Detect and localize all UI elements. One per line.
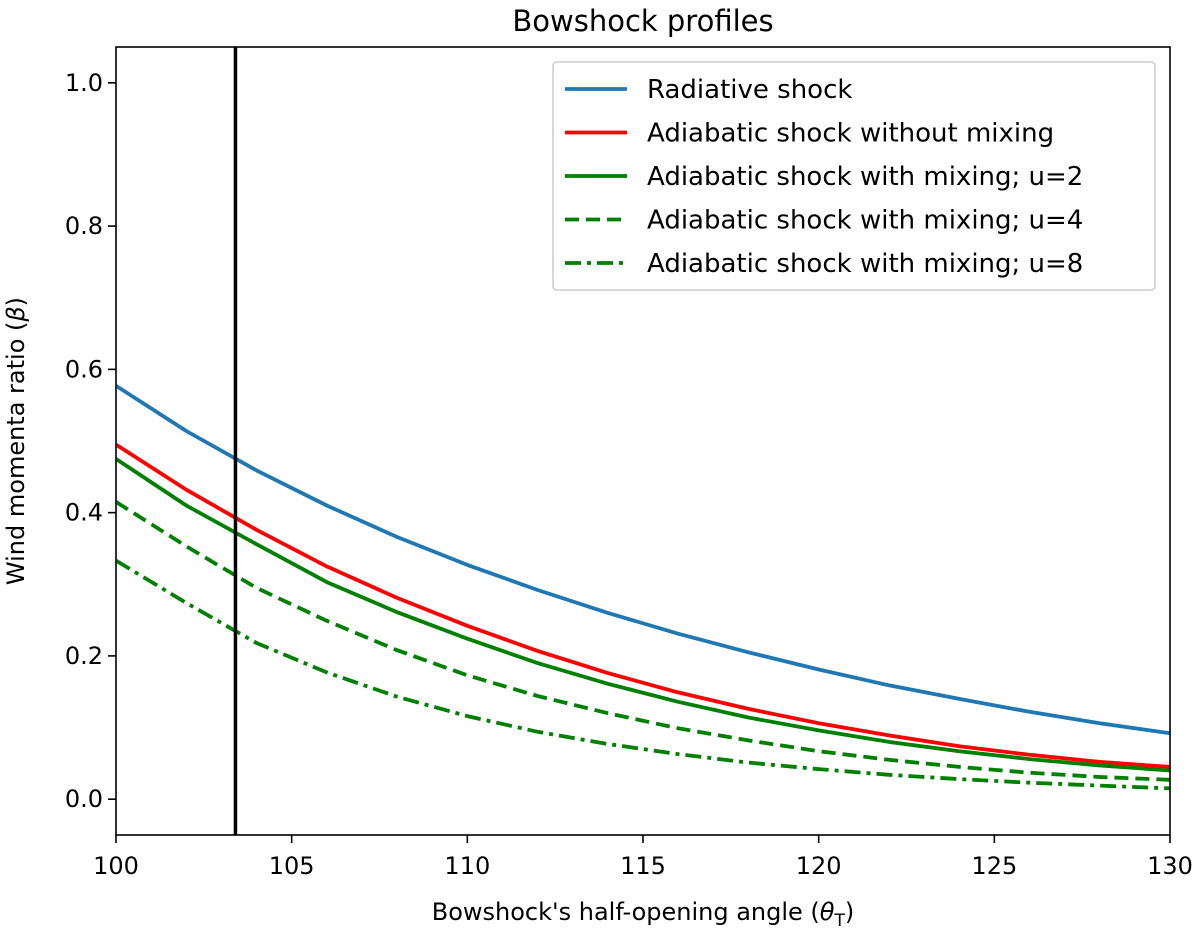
x-axis-title-subscript: T — [833, 911, 845, 931]
y-tick-label: 0.6 — [65, 355, 103, 383]
y-tick-label: 1.0 — [65, 69, 103, 97]
x-axis-title: Bowshock's half-opening angle (θT) — [432, 898, 855, 931]
series-line-2 — [114, 443, 1171, 769]
legend-label-3: Adiabatic shock with mixing; u=2 — [647, 162, 1083, 192]
series-line-4 — [114, 500, 1171, 782]
legend-items: Radiative shock Adiabatic shock without m… — [565, 75, 1083, 279]
series-line-3 — [114, 457, 1171, 773]
y-axis-title-close: ) — [2, 297, 30, 306]
legend-box — [552, 61, 1156, 291]
x-tick-label: 110 — [444, 852, 490, 880]
legend: Radiative shock Adiabatic shock without m… — [552, 61, 1156, 291]
x-tick-label: 100 — [93, 852, 139, 880]
x-axis-title-text: Bowshock's half-opening angle ( — [432, 898, 820, 926]
x-axis-ticks: 100 105 110 115 120 125 130 — [93, 835, 1193, 880]
y-axis-title-symbol: β — [2, 306, 30, 322]
y-axis-title-text: Wind momenta ratio ( — [2, 322, 30, 585]
x-axis-title-symbol: θ — [820, 898, 835, 926]
y-axis-ticks: 0.0 0.2 0.4 0.6 0.8 1.0 — [65, 69, 116, 813]
series-line-5 — [115, 558, 1171, 791]
series-line-1 — [114, 384, 1171, 736]
y-axis-title: Wind momenta ratio (β) — [2, 297, 30, 585]
legend-label-2: Adiabatic shock without mixing — [647, 119, 1054, 149]
x-tick-label: 130 — [1147, 852, 1193, 880]
y-tick-label: 0.8 — [65, 212, 103, 240]
x-tick-label: 125 — [971, 852, 1017, 880]
legend-label-4: Adiabatic shock with mixing; u=4 — [647, 206, 1083, 236]
y-tick-label: 0.0 — [65, 785, 103, 813]
x-tick-label: 120 — [796, 852, 842, 880]
x-tick-label: 115 — [620, 852, 666, 880]
series-layer — [114, 384, 1171, 791]
chart-title: Bowshock profiles — [512, 4, 773, 38]
y-tick-label: 0.4 — [65, 499, 103, 527]
legend-label-1: Radiative shock — [647, 75, 852, 105]
x-tick-label: 105 — [269, 852, 315, 880]
legend-label-5: Adiabatic shock with mixing; u=8 — [647, 249, 1083, 279]
x-axis-title-close: ) — [845, 898, 854, 926]
y-tick-label: 0.2 — [65, 642, 103, 670]
